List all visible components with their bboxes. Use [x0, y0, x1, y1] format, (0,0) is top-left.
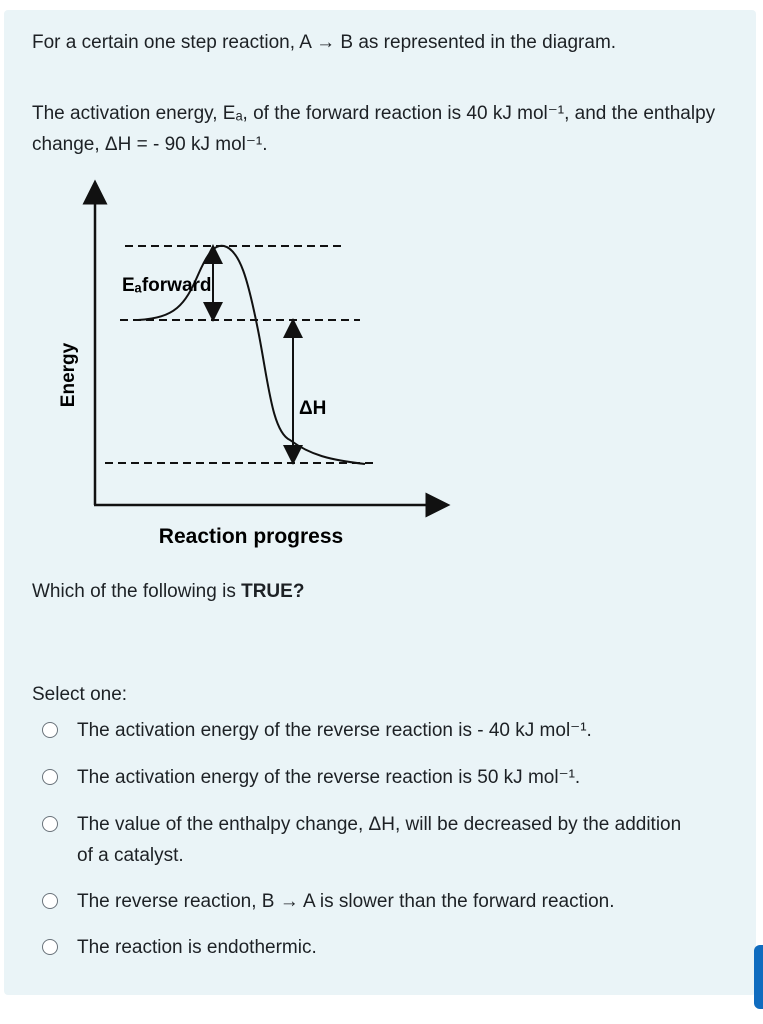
- radio-button[interactable]: [42, 939, 58, 955]
- y-axis-label: Energy: [58, 342, 79, 407]
- option[interactable]: The reaction is endothermic.: [42, 932, 722, 963]
- option[interactable]: The activation energy of the reverse rea…: [42, 715, 722, 746]
- option[interactable]: The reverse reaction, B → A is slower th…: [42, 886, 722, 917]
- prompt: Which of the following is TRUE?: [32, 576, 732, 607]
- side-tab[interactable]: [754, 945, 763, 1009]
- radio-button[interactable]: [42, 722, 58, 738]
- question-given: The activation energy, Eₐ, of the forwar…: [32, 103, 716, 155]
- dashed-levels: [105, 245, 375, 464]
- radio-button[interactable]: [42, 893, 58, 909]
- option-text[interactable]: The reverse reaction, B → A is slower th…: [77, 891, 615, 912]
- option[interactable]: The activation energy of the reverse rea…: [42, 762, 722, 793]
- prompt-emphasis: TRUE?: [241, 581, 305, 602]
- select-label: Select one:: [32, 684, 128, 705]
- axes: [82, 179, 451, 518]
- prompt-text: Which of the following is: [32, 581, 242, 602]
- option-text[interactable]: The activation energy of the reverse rea…: [77, 767, 581, 788]
- option-text[interactable]: The reaction is endothermic.: [77, 937, 317, 958]
- radio-button[interactable]: [42, 769, 58, 785]
- option-text[interactable]: The value of the enthalpy change, ΔH, wi…: [77, 814, 682, 866]
- option-text[interactable]: The activation energy of the reverse rea…: [77, 720, 592, 741]
- x-axis-label: Reaction progress: [159, 525, 343, 548]
- question-card: [4, 10, 756, 995]
- ea-label: Eₐforward: [122, 275, 212, 296]
- option[interactable]: The value of the enthalpy change, ΔH, wi…: [42, 809, 722, 871]
- question-intro: For a certain one step reaction, A → B a…: [32, 32, 617, 53]
- dh-label: ΔH: [299, 398, 326, 419]
- radio-button[interactable]: [42, 816, 58, 832]
- energy-diagram: Eₐforward ΔH Energy Reaction progress: [58, 179, 451, 548]
